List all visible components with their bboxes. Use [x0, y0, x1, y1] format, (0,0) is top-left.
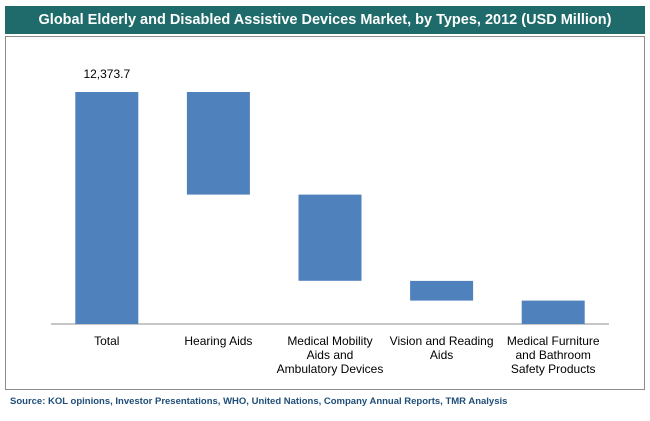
bar-1	[186, 92, 250, 195]
category-label-3: Vision and Reading Aids	[390, 334, 494, 362]
category-label-1-line-0: Hearing Aids	[184, 334, 252, 348]
waterfall-chart: 12,373.7 Total Hearing Aids Medical Mobilit…	[51, 67, 609, 376]
category-label-4: Medical Furniture and Bathroom Safety Prod…	[507, 334, 600, 376]
category-label-3-line-1: Aids	[430, 348, 453, 362]
category-label-2-line-0: Medical Mobility	[287, 334, 372, 348]
category-label-2-line-2: Ambulatory Devices	[277, 362, 384, 376]
chart-title: Global Elderly and Disabled Assistive De…	[5, 6, 645, 34]
category-label-2-line-1: Aids and	[307, 348, 354, 362]
category-label-4-line-2: Safety Products	[511, 362, 596, 376]
bar-0	[75, 92, 139, 324]
chart-area: 12,373.7 Total Hearing Aids Medical Mobilit…	[5, 36, 645, 390]
category-label-1: Hearing Aids	[184, 334, 252, 348]
source-note: Source: KOL opinions, Investor Presentat…	[10, 396, 508, 407]
bar-2	[298, 194, 362, 281]
category-label-0-line-0: Total	[94, 334, 119, 348]
category-label-0: Total	[94, 334, 119, 348]
category-label-3-line-0: Vision and Reading	[390, 334, 494, 348]
bar-3	[410, 280, 474, 301]
data-label-0: 12,373.7	[83, 67, 130, 81]
category-label-4-line-1: and Bathroom	[516, 348, 591, 362]
bar-4	[521, 300, 585, 324]
category-label-4-line-0: Medical Furniture	[507, 334, 600, 348]
category-label-2: Medical Mobility Aids and Ambulatory Devic…	[277, 334, 384, 376]
